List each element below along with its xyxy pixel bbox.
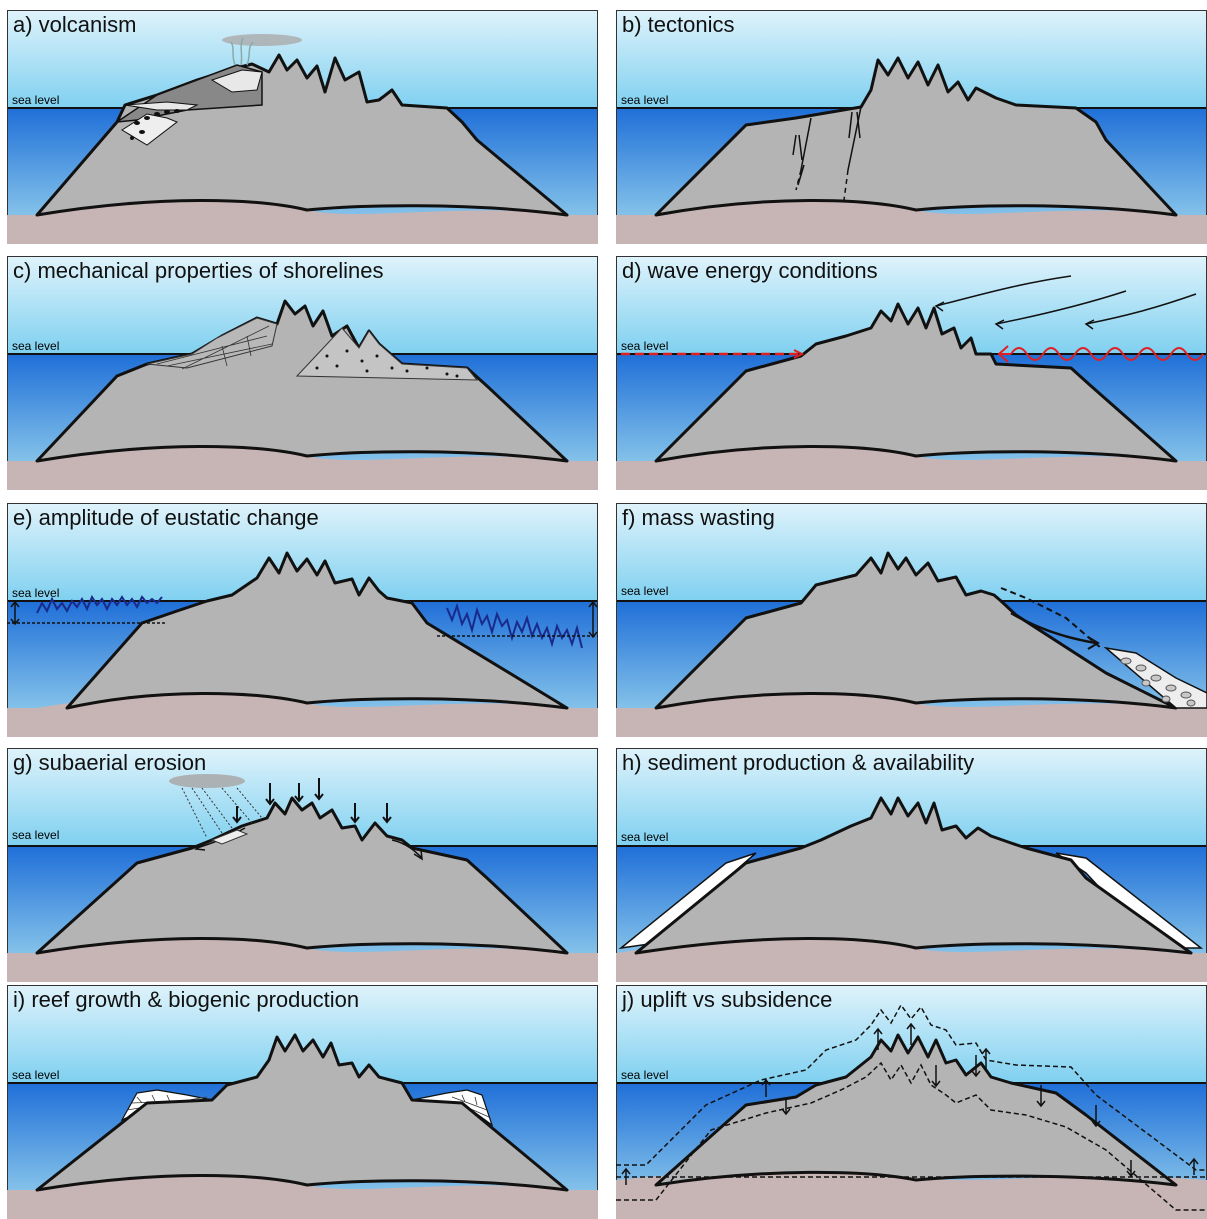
wave-arrowhead [793, 349, 805, 359]
panel-c-shorelines: c) mechanical properties of shorelines [7, 256, 598, 490]
slide-arrowhead [1087, 636, 1100, 650]
sea-level-label: sea level [12, 93, 60, 107]
high-energy-wave [1010, 347, 1204, 361]
panel-b-tectonics: b) tectonics [616, 10, 1207, 244]
wind-arrow [1085, 293, 1197, 325]
sea-level-label: sea level [12, 339, 60, 353]
seafloor [616, 938, 1207, 982]
panel-title: j) uplift vs subsidence [621, 987, 832, 1012]
panel-e-eustatic: e) amplitude of eustatic change [7, 503, 598, 737]
island [634, 796, 1193, 955]
panel-title: h) sediment production & availability [622, 750, 974, 775]
sea-level-label: sea level [12, 1068, 60, 1082]
panel-h-sediment: h) sediment production & availability [616, 748, 1207, 982]
wind-arrowheads [934, 301, 1095, 330]
amplitude-arrow-large [588, 600, 598, 639]
panel-title: c) mechanical properties of shorelines [13, 258, 384, 283]
weak-sediments [295, 327, 479, 381]
panel-g-subaerial-erosion: g) subaerial erosion [7, 748, 598, 982]
panel-d-scene: d) wave energy conditions [616, 256, 1207, 490]
seafloor [7, 200, 598, 244]
lowstand-line [7, 622, 598, 637]
sediment-grains [315, 349, 459, 378]
eruption-steam [230, 37, 254, 66]
sea-level-label: sea level [621, 93, 669, 107]
island [654, 551, 1178, 710]
island [35, 796, 569, 955]
seafloor [7, 1175, 598, 1219]
slide-arrow [1010, 611, 1097, 645]
fault-arrows [792, 111, 861, 161]
rainfall [181, 787, 263, 839]
sea-level-label: sea level [621, 1068, 669, 1082]
sea-level-label: sea level [12, 828, 60, 842]
island [654, 56, 1178, 217]
volcanic-clasts [130, 109, 180, 140]
sea-level-label: sea level [621, 830, 669, 844]
eroded-sediment [210, 829, 249, 845]
panel-f-mass-wasting: f) mass wasting [616, 503, 1207, 737]
seafloor [7, 693, 598, 737]
fault-line [797, 117, 812, 186]
volcanic-plume [222, 34, 302, 46]
panel-j-uplift-subsidence: j) uplift vs subsidence [616, 985, 1207, 1219]
island [35, 299, 569, 463]
fault-extension [795, 169, 802, 191]
panel-j-scene: j) uplift vs subsidence [616, 985, 1207, 1219]
seafloor [616, 693, 1207, 737]
panel-a-scene: a) volcanism [7, 10, 598, 244]
panel-title: d) wave energy conditions [622, 258, 878, 283]
original-slope [1000, 587, 1102, 649]
panel-i-scene: i) reef growth & biogenic production [7, 985, 598, 1219]
sea-level-label: sea level [12, 586, 60, 600]
wave-arrowhead [997, 345, 1011, 363]
panel-title: e) amplitude of eustatic change [13, 505, 319, 530]
panel-title: b) tectonics [622, 12, 735, 37]
wind-arrow [935, 275, 1072, 307]
sea-level-label: sea level [621, 339, 669, 353]
subsidence-outline [616, 1061, 1207, 1211]
panel-g-scene: g) subaerial erosion [7, 748, 598, 982]
panel-title: a) volcanism [13, 12, 136, 37]
vertical-motion-arrows [621, 1022, 1199, 1185]
layered-rock [146, 317, 278, 369]
panel-title: i) reef growth & biogenic production [13, 987, 359, 1012]
panel-e-scene: e) amplitude of eustatic change [7, 503, 598, 737]
seafloor [616, 200, 1207, 244]
rain-cloud [169, 774, 245, 788]
rock-joints [156, 325, 273, 370]
panel-b-scene: b) tectonics [616, 10, 1207, 244]
sea-level-label: sea level [621, 584, 669, 598]
seafloor [616, 446, 1207, 490]
debris-blocks [1120, 657, 1196, 707]
island [35, 1033, 569, 1192]
wind-arrow [995, 290, 1127, 325]
erosion-arrows [232, 778, 392, 824]
island [65, 551, 569, 710]
seafloor [7, 938, 598, 982]
panel-c-scene: c) mechanical properties of shorelines [7, 256, 598, 490]
seafloor [7, 446, 598, 490]
panel-d-wave-energy: d) wave energy conditions [616, 256, 1207, 490]
runoff-arrowheads [193, 843, 423, 861]
panel-f-scene: f) mass wasting [616, 503, 1207, 737]
eustatic-curve-left [36, 594, 163, 614]
panel-h-scene: h) sediment production & availability [616, 748, 1207, 982]
panel-a-volcanism: a) volcanism [7, 10, 598, 244]
ash-layers [124, 69, 263, 111]
panel-i-reef-growth: i) reef growth & biogenic production [7, 985, 598, 1219]
panel-title: g) subaerial erosion [13, 750, 206, 775]
island [654, 302, 1178, 463]
eustatic-curve-right [446, 602, 583, 649]
panel-title: f) mass wasting [622, 505, 775, 530]
fault-line [847, 106, 862, 171]
seafloor [616, 1169, 1207, 1219]
amplitude-arrow-small [10, 600, 20, 626]
